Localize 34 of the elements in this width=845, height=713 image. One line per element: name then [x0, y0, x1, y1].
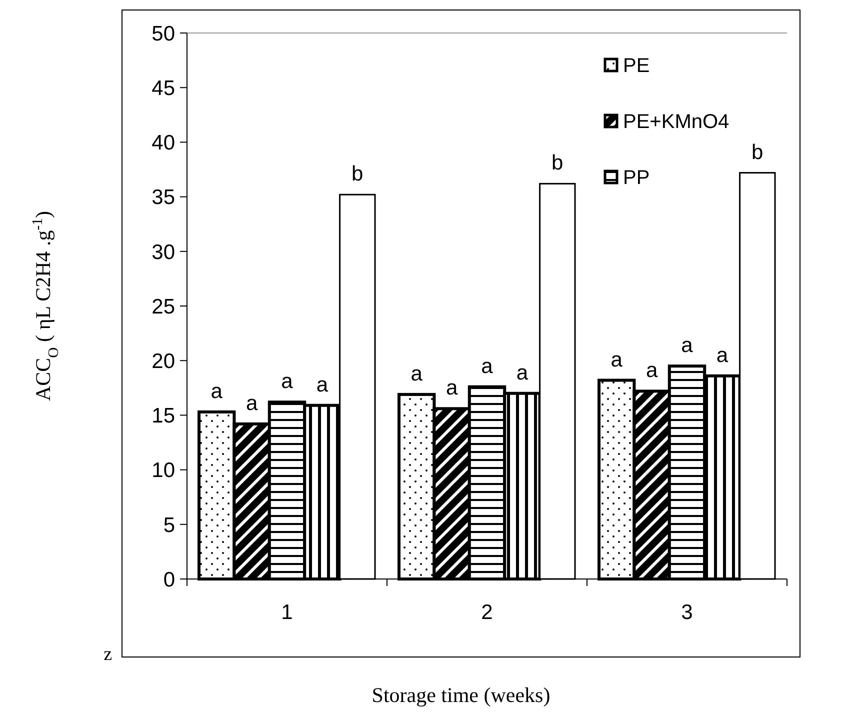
annotation: b	[752, 140, 764, 164]
annotation: b	[352, 162, 364, 186]
x-tick-label: 2	[481, 601, 493, 624]
y-tick-label: 15	[152, 404, 175, 428]
annotation: a	[281, 370, 294, 394]
annotation: a	[610, 348, 623, 372]
y-tick-label: 5	[163, 514, 175, 537]
y-tick-label: 45	[152, 76, 175, 100]
x-tick-label: 3	[681, 601, 693, 624]
x-axis-title: Storage time (weeks)	[372, 683, 550, 707]
x-tick-label: 1	[281, 601, 293, 624]
annotation: a	[716, 344, 728, 367]
annotation: b	[552, 152, 564, 175]
legend-label: PP	[623, 167, 650, 189]
text: z	[104, 644, 112, 665]
y-tick-label: 25	[152, 295, 175, 318]
y-tick-label: 40	[152, 132, 175, 155]
annotation: a	[446, 376, 458, 400]
annotation: a	[681, 334, 694, 358]
y-tick-label: 0	[163, 568, 175, 592]
y-tick-label: 50	[152, 22, 175, 46]
annotation: a	[481, 354, 494, 378]
annotation: a	[316, 373, 328, 396]
legend-label: PE+KMnO4	[623, 111, 730, 133]
annotation: a	[410, 362, 423, 386]
annotation: a	[210, 380, 223, 403]
y-tick-label: 35	[152, 186, 175, 210]
y-tick-label: 30	[152, 240, 175, 264]
y-tick-label: 10	[152, 459, 175, 482]
annotation: a	[246, 392, 258, 415]
y-tick-label: 20	[152, 350, 175, 373]
legend-label: PE	[623, 55, 650, 77]
annotation: a	[516, 361, 528, 384]
annotation: a	[646, 359, 658, 382]
